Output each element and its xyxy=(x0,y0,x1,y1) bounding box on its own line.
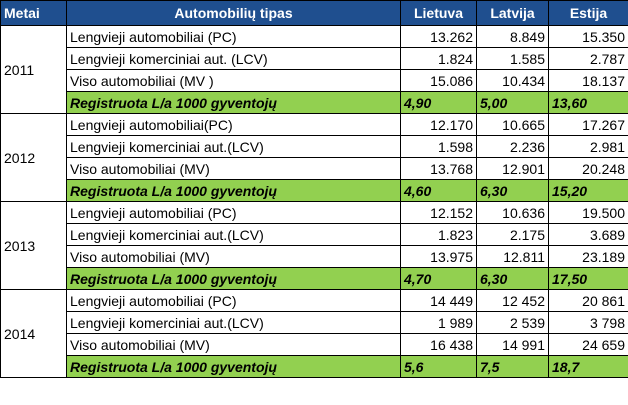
table-row: 2014 Lengvieji automobiliai (PC) 14 449 … xyxy=(0,289,628,378)
type-cell: Lengvieji komerciniai aut. (LCV) xyxy=(66,47,401,70)
value-estonia: 15.350 xyxy=(548,25,628,48)
value-estonia: 17,50 xyxy=(548,267,628,290)
table-row: Viso automobiliai (MV) 16 438 14 991 24 … xyxy=(1,333,628,356)
value-latvia: 12.811 xyxy=(476,245,549,268)
value-estonia: 13,60 xyxy=(548,91,628,114)
value-lithuania: 13.262 xyxy=(400,25,477,48)
table-row: Viso automobiliai (MV) 13.768 12.901 20.… xyxy=(1,157,628,180)
year-cell-2012: 2012 xyxy=(0,113,67,202)
header-year: Metai xyxy=(0,0,67,26)
value-latvia: 2 539 xyxy=(476,311,549,334)
year-cell-2014: 2014 xyxy=(0,289,67,378)
table-row: Viso automobiliai (MV ) 15.086 10.434 18… xyxy=(1,69,628,92)
type-cell: Registruota L/a 1000 gyventojų xyxy=(66,91,401,114)
value-latvia: 7,5 xyxy=(476,355,549,378)
value-lithuania: 16 438 xyxy=(400,333,477,356)
year-cell-2011: 2011 xyxy=(0,25,67,114)
value-latvia: 2.175 xyxy=(476,223,549,246)
table-row: Lengvieji komerciniai aut. (LCV) 1.824 1… xyxy=(1,47,628,70)
value-lithuania: 15.086 xyxy=(400,69,477,92)
value-estonia: 23.189 xyxy=(548,245,628,268)
type-cell: Viso automobiliai (MV ) xyxy=(66,69,401,92)
value-estonia: 2.787 xyxy=(548,47,628,70)
table-row: 2013 Lengvieji automobiliai (PC) 12.152 … xyxy=(0,201,628,290)
value-latvia: 2.236 xyxy=(476,135,549,158)
value-latvia: 8.849 xyxy=(476,25,549,48)
registration-row: Registruota L/a 1000 gyventojų 4,60 6,30… xyxy=(1,179,628,202)
value-estonia: 15,20 xyxy=(548,179,628,202)
type-cell: Registruota L/a 1000 gyventojų xyxy=(66,267,401,290)
value-estonia: 19.500 xyxy=(548,201,628,224)
type-cell: Viso automobiliai (MV) xyxy=(66,157,401,180)
type-cell: Lengvieji komerciniai aut.(LCV) xyxy=(66,223,401,246)
registration-row: Registruota L/a 1000 gyventojų 4,90 5,00… xyxy=(1,91,628,114)
type-cell: Lengvieji automobiliai(PC) xyxy=(66,113,401,136)
value-estonia: 20.248 xyxy=(548,157,628,180)
registration-row: Registruota L/a 1000 gyventojų 4,70 6,30… xyxy=(1,267,628,290)
value-lithuania: 4,70 xyxy=(400,267,477,290)
year-cell-2013: 2013 xyxy=(0,201,67,290)
value-estonia: 17.267 xyxy=(548,113,628,136)
value-lithuania: 14 449 xyxy=(400,289,477,312)
value-lithuania: 5,6 xyxy=(400,355,477,378)
type-cell: Viso automobiliai (MV) xyxy=(66,333,401,356)
value-lithuania: 4,60 xyxy=(400,179,477,202)
value-estonia: 20 861 xyxy=(548,289,628,312)
value-lithuania: 12.152 xyxy=(400,201,477,224)
value-lithuania: 12.170 xyxy=(400,113,477,136)
table-row: Viso automobiliai (MV) 13.975 12.811 23.… xyxy=(1,245,628,268)
value-lithuania: 1.823 xyxy=(400,223,477,246)
value-estonia: 3.689 xyxy=(548,223,628,246)
table-row: Lengvieji komerciniai aut.(LCV) 1.598 2.… xyxy=(1,135,628,158)
value-estonia: 18.137 xyxy=(548,69,628,92)
value-latvia: 5,00 xyxy=(476,91,549,114)
value-latvia: 10.665 xyxy=(476,113,549,136)
type-cell: Lengvieji automobiliai (PC) xyxy=(66,25,401,48)
table-row: Lengvieji komerciniai aut.(LCV) 1.823 2.… xyxy=(1,223,628,246)
type-cell: Lengvieji automobiliai (PC) xyxy=(66,201,401,224)
value-estonia: 3 798 xyxy=(548,311,628,334)
value-latvia: 12.901 xyxy=(476,157,549,180)
value-lithuania: 13.975 xyxy=(400,245,477,268)
type-cell: Lengvieji automobiliai (PC) xyxy=(66,289,401,312)
header-type: Automobilių tipas xyxy=(66,0,401,26)
type-cell: Lengvieji komerciniai aut.(LCV) xyxy=(66,311,401,334)
value-latvia: 14 991 xyxy=(476,333,549,356)
vehicle-registration-table: Metai Automobilių tipas Lietuva Latvija … xyxy=(0,0,628,378)
value-estonia: 2.981 xyxy=(548,135,628,158)
registration-row: Registruota L/a 1000 gyventojų 5,6 7,5 1… xyxy=(1,355,628,378)
table-row: 2011 Lengvieji automobiliai (PC) 13.262 … xyxy=(0,25,628,114)
value-lithuania: 4,90 xyxy=(400,91,477,114)
header-row: Metai Automobilių tipas Lietuva Latvija … xyxy=(0,0,628,26)
value-latvia: 6,30 xyxy=(476,267,549,290)
value-lithuania: 1 989 xyxy=(400,311,477,334)
table-row: Lengvieji komerciniai aut.(LCV) 1 989 2 … xyxy=(1,311,628,334)
table-row: 2012 Lengvieji automobiliai(PC) 12.170 1… xyxy=(0,113,628,202)
header-lithuania: Lietuva xyxy=(400,0,477,26)
header-latvia: Latvija xyxy=(476,0,549,26)
value-estonia: 24 659 xyxy=(548,333,628,356)
value-latvia: 10.434 xyxy=(476,69,549,92)
type-cell: Viso automobiliai (MV) xyxy=(66,245,401,268)
value-lithuania: 13.768 xyxy=(400,157,477,180)
type-cell: Registruota L/a 1000 gyventojų xyxy=(66,179,401,202)
type-cell: Registruota L/a 1000 gyventojų xyxy=(66,355,401,378)
header-estonia: Estija xyxy=(548,0,628,26)
value-latvia: 10.636 xyxy=(476,201,549,224)
value-latvia: 1.585 xyxy=(476,47,549,70)
value-latvia: 6,30 xyxy=(476,179,549,202)
value-estonia: 18,7 xyxy=(548,355,628,378)
value-lithuania: 1.598 xyxy=(400,135,477,158)
value-latvia: 12 452 xyxy=(476,289,549,312)
value-lithuania: 1.824 xyxy=(400,47,477,70)
type-cell: Lengvieji komerciniai aut.(LCV) xyxy=(66,135,401,158)
